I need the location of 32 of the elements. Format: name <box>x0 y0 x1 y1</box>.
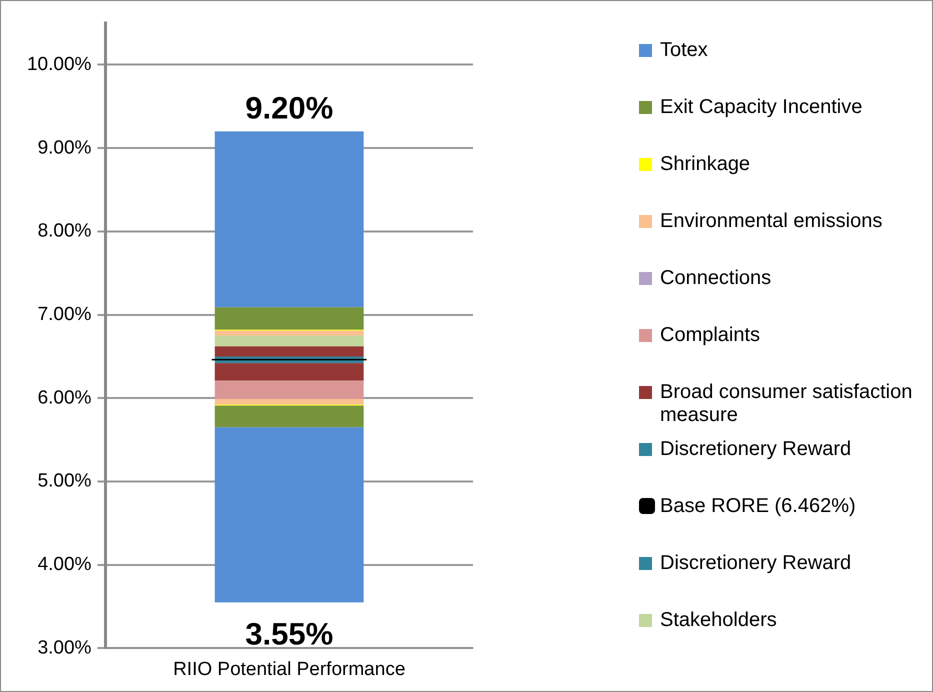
bar <box>214 406 364 428</box>
y-tick-label: 9.00% <box>38 137 92 158</box>
annotation: 3.55% <box>245 616 334 652</box>
y-tick-label: 7.00% <box>38 304 92 325</box>
y-tick-label: 5.00% <box>38 470 92 492</box>
legend-label: Base RORE (6.462%) <box>660 495 856 518</box>
bar <box>214 398 364 405</box>
bar <box>214 380 364 399</box>
legend-label: Stakeholders <box>660 609 777 632</box>
legend-label: Connections <box>660 267 772 290</box>
bar <box>214 363 364 381</box>
y-tick-label: 6.00% <box>38 387 92 408</box>
bar <box>214 307 364 330</box>
legend-label: Environmental emissions <box>660 210 882 233</box>
legend-label: Discretionery Reward <box>660 552 852 575</box>
bar <box>214 346 364 356</box>
bar <box>214 330 364 336</box>
bar <box>214 336 364 346</box>
y-tick-label: 10.00% <box>26 54 92 75</box>
bar <box>214 427 364 602</box>
legend-label: Broad consumer satisfaction measure <box>660 381 914 427</box>
y-tick-label: 3.00% <box>38 637 92 658</box>
y-tick-label: 8.00% <box>38 220 92 242</box>
y-tick-label: 4.00% <box>38 554 92 576</box>
x-tick-label: RIIO Potential Performance <box>173 658 406 680</box>
bar <box>214 131 364 308</box>
annotation: 9.20% <box>245 90 334 126</box>
legend-label: Discretionery Reward <box>660 438 852 461</box>
legend-label: Totex <box>660 39 708 62</box>
legend-label: Complaints <box>660 324 760 347</box>
legend-label: Exit Capacity Incentive <box>660 96 862 119</box>
legend-label: Shrinkage <box>660 153 750 176</box>
